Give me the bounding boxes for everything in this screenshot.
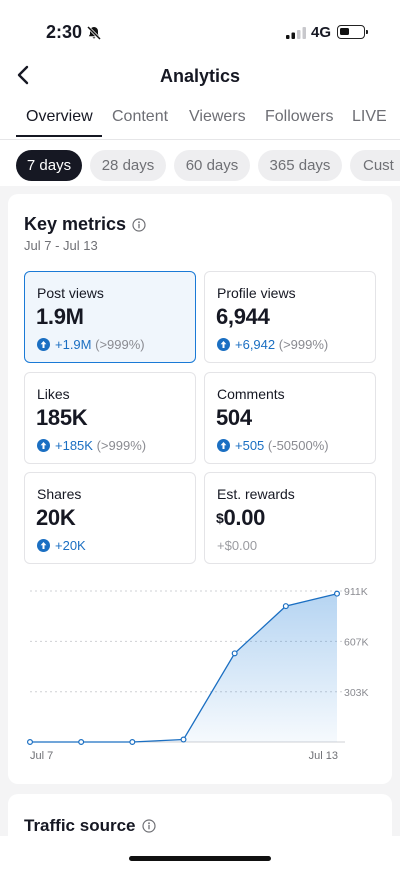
date-filter-bar: 7 days 28 days 60 days 365 days Cust [0, 140, 400, 186]
metric-likes[interactable]: Likes 185K +185K (>999%) [24, 372, 196, 464]
chart-point[interactable] [334, 590, 341, 597]
metric-label: Comments [217, 386, 285, 402]
tab-overview[interactable]: Overview [26, 108, 93, 125]
metric-change-value: +505 [235, 438, 265, 453]
tab-viewers[interactable]: Viewers [189, 108, 246, 125]
metric-shares[interactable]: Shares 20K +20K [24, 472, 196, 564]
metric-change: +$0.00 [217, 538, 258, 553]
filter-60-days[interactable]: 60 days [174, 150, 250, 181]
y-tick-label: 303K [344, 687, 369, 699]
x-tick-label-end: Jul 13 [309, 750, 338, 762]
chart-point[interactable] [180, 736, 187, 743]
metric-value: 6,944 [216, 304, 270, 329]
filter-365-days[interactable]: 365 days [258, 150, 342, 181]
home-indicator[interactable] [129, 856, 271, 861]
traffic-source-title: Traffic source [24, 816, 136, 835]
tab-live[interactable]: LIVE [352, 108, 387, 125]
chart-point[interactable] [231, 650, 238, 657]
metric-label: Shares [37, 486, 82, 502]
page-title: Analytics [159, 66, 241, 86]
metric-change: +1.9M (>999%) [37, 337, 145, 352]
metric-value: 1.9M [36, 304, 84, 329]
info-icon[interactable] [132, 218, 146, 232]
metric-profile-views[interactable]: Profile views 6,944 +6,942 (>999%) [204, 271, 376, 363]
signal-icon [286, 27, 306, 39]
metric-comments[interactable]: Comments 504 +505 (-50500%) [204, 372, 376, 464]
network-type: 4G [311, 24, 332, 41]
metric-change: +185K (>999%) [37, 438, 146, 453]
filter-custom[interactable]: Cust [350, 150, 400, 181]
header: Analytics [0, 50, 400, 100]
tab-content[interactable]: Content [112, 108, 169, 125]
battery-icon [337, 25, 368, 39]
metric-value-number: 0.00 [223, 505, 266, 530]
chart-point[interactable] [129, 739, 136, 746]
metric-label: Post views [37, 285, 104, 301]
status-time: 2:30 [46, 22, 83, 42]
key-metrics-card: Key metrics Jul 7 - Jul 13 Post views 1.… [8, 194, 392, 784]
y-tick-label: 911K [344, 586, 368, 598]
arrow-up-circle-icon [217, 338, 230, 351]
metric-value: 20K [36, 505, 76, 530]
chart-point[interactable] [282, 603, 289, 610]
post-views-chart[interactable]: 303K 607K 911K Jul 7 Jul 13 [8, 576, 392, 776]
metric-change-pct: (>999%) [95, 337, 145, 352]
bottom-bar [0, 836, 400, 870]
metric-change-value: +6,942 [235, 337, 276, 352]
metric-change-pct: (-50500%) [267, 438, 329, 453]
y-tick-label: 607K [344, 636, 369, 648]
metric-change-value: +185K [55, 438, 93, 453]
chevron-left-icon[interactable] [14, 62, 36, 88]
metric-value: 504 [216, 405, 252, 430]
metric-label: Likes [37, 386, 70, 402]
tab-bar: Overview Content Viewers Followers LIVE [0, 100, 400, 140]
bell-slash-icon [86, 25, 102, 41]
metric-est-rewards[interactable]: Est. rewards $0.00 +$0.00 [204, 472, 376, 564]
metric-change: +505 (-50500%) [217, 438, 329, 453]
chart-area [30, 593, 337, 742]
currency-symbol: $ [216, 510, 224, 526]
metric-post-views[interactable]: Post views 1.9M +1.9M (>999%) [24, 271, 196, 363]
metric-label: Est. rewards [217, 486, 295, 502]
chart-point[interactable] [78, 739, 85, 746]
metric-value: 185K [36, 405, 88, 430]
key-metrics-title: Key metrics [24, 214, 127, 234]
arrow-up-circle-icon [217, 439, 230, 452]
arrow-up-circle-icon [37, 338, 50, 351]
chart-point[interactable] [27, 739, 34, 746]
filter-28-days[interactable]: 28 days [90, 150, 166, 181]
metric-change-value: +1.9M [55, 337, 92, 352]
metric-label: Profile views [217, 285, 296, 301]
info-icon[interactable] [142, 819, 156, 833]
tab-followers[interactable]: Followers [265, 108, 334, 125]
arrow-up-circle-icon [37, 539, 50, 552]
arrow-up-circle-icon [37, 439, 50, 452]
metric-change: +6,942 (>999%) [217, 337, 328, 352]
x-tick-label-start: Jul 7 [30, 750, 53, 762]
metric-change: +20K [37, 538, 86, 553]
metric-value: $0.00 [216, 505, 265, 531]
filter-7-days[interactable]: 7 days [16, 150, 82, 181]
metric-change-pct: (>999%) [278, 337, 329, 352]
date-range: Jul 7 - Jul 13 [24, 238, 98, 253]
metric-change-pct: (>999%) [96, 438, 147, 453]
tab-active-indicator [16, 135, 102, 137]
metric-change-value: +20K [55, 538, 86, 553]
